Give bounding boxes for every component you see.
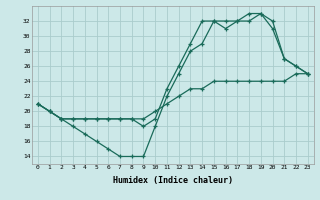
X-axis label: Humidex (Indice chaleur): Humidex (Indice chaleur) (113, 176, 233, 185)
